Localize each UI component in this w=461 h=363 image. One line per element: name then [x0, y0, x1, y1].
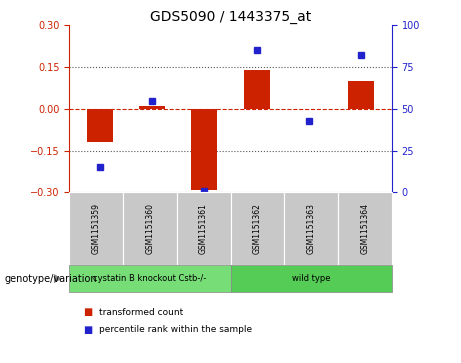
- Text: genotype/variation: genotype/variation: [5, 274, 97, 284]
- Text: GSM1151359: GSM1151359: [92, 203, 100, 254]
- Text: GSM1151364: GSM1151364: [361, 203, 369, 254]
- Text: GSM1151360: GSM1151360: [145, 203, 154, 254]
- Text: transformed count: transformed count: [99, 308, 183, 317]
- Bar: [191, 109, 218, 189]
- Bar: [88, 109, 113, 142]
- Text: GSM1151361: GSM1151361: [199, 203, 208, 254]
- Text: ■: ■: [83, 307, 92, 317]
- Text: cystatin B knockout Cstb-/-: cystatin B knockout Cstb-/-: [93, 274, 207, 283]
- Bar: [139, 106, 165, 109]
- Text: GSM1151362: GSM1151362: [253, 203, 262, 254]
- Title: GDS5090 / 1443375_at: GDS5090 / 1443375_at: [150, 11, 311, 24]
- Text: wild type: wild type: [292, 274, 331, 283]
- Bar: [348, 81, 373, 109]
- Text: percentile rank within the sample: percentile rank within the sample: [99, 325, 252, 334]
- Text: GSM1151363: GSM1151363: [307, 203, 316, 254]
- Bar: [243, 70, 270, 109]
- Text: ■: ■: [83, 325, 92, 335]
